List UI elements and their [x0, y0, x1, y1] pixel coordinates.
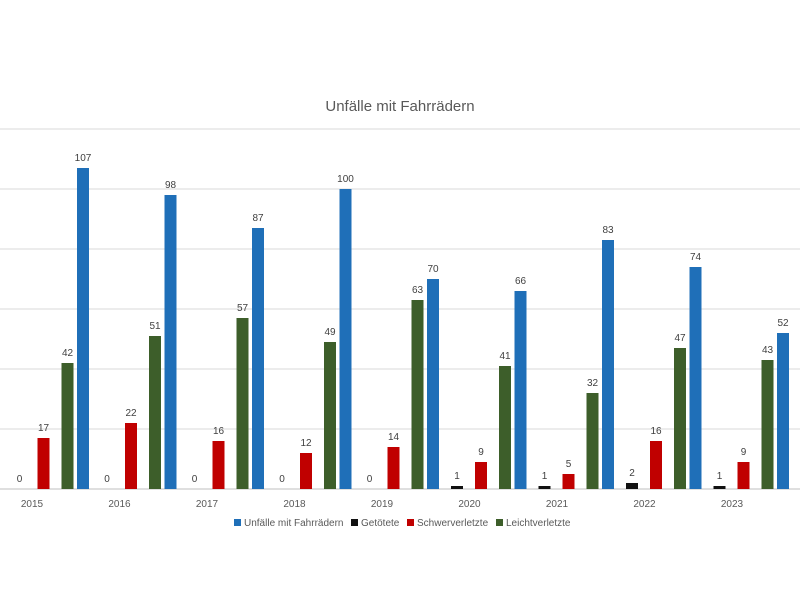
bar-leichtverletzte-2016 — [149, 336, 161, 489]
data-label: 22 — [125, 408, 137, 419]
data-label: 74 — [690, 252, 702, 263]
x-tick-label: 2017 — [196, 499, 219, 510]
data-label: 0 — [104, 474, 110, 485]
legend-swatch — [407, 519, 414, 526]
data-label: 66 — [515, 276, 527, 287]
bar-get-tete-2021 — [538, 486, 551, 489]
bar-unf-lle-mit-fahrr-dern-2019 — [339, 189, 352, 489]
x-tick-label: 2019 — [371, 499, 394, 510]
legend-swatch — [234, 519, 241, 526]
x-tick-label: 2020 — [458, 499, 481, 510]
bar-schwerverletzte-2019 — [387, 447, 400, 489]
bar-leichtverletzte-2020 — [499, 366, 511, 489]
chart-title: Unfälle mit Fahrrädern — [325, 98, 474, 115]
bar-leichtverletzte-2019 — [411, 300, 424, 489]
bar-unf-lle-mit-fahrr-dern-2021 — [514, 291, 527, 489]
bar-unf-lle-mit-fahrr-dern-2023 — [689, 267, 702, 489]
bar-schwerverletzte-2016 — [125, 423, 137, 489]
data-label: 14 — [388, 432, 400, 443]
bar-leichtverletzte-2022 — [674, 348, 686, 489]
data-label: 16 — [213, 426, 225, 437]
data-label: 16 — [650, 426, 662, 437]
data-label: 87 — [252, 213, 264, 224]
data-label: 51 — [149, 321, 161, 332]
bar-leichtverletzte-2018 — [324, 342, 336, 489]
data-label: 17 — [38, 423, 50, 434]
bar-get-tete-2020 — [451, 486, 463, 489]
bar-schwerverletzte-2020 — [475, 462, 487, 489]
data-label: 107 — [75, 153, 92, 164]
data-label: 0 — [367, 474, 373, 485]
legend-label: Getötete — [361, 518, 400, 529]
data-label: 0 — [17, 474, 23, 485]
data-label: 0 — [279, 474, 285, 485]
bar-leichtverletzte-2015 — [61, 363, 74, 489]
data-label: 83 — [602, 225, 614, 236]
x-tick-label: 2022 — [633, 499, 656, 510]
bar-schwerverletzte-2017 — [212, 441, 225, 489]
bar-unf-lle-mit-fahrr-dern-2024 — [777, 333, 789, 489]
data-label: 5 — [566, 459, 572, 470]
legend-label: Unfälle mit Fahrrädern — [244, 518, 343, 529]
x-tick-labels-group: 2015201620172018201920202021202220232 — [21, 499, 744, 510]
x-tick-label: 2023 — [721, 499, 744, 510]
data-label: 1 — [454, 471, 460, 482]
bar-get-tete-2023 — [713, 486, 726, 489]
data-label: 47 — [674, 333, 686, 344]
data-label: 63 — [412, 285, 424, 296]
data-labels-group: 0174210702251980165787012491000146370194… — [17, 153, 789, 485]
bar-schwerverletzte-2023 — [737, 462, 750, 489]
bar-unf-lle-mit-fahrr-dern-2018 — [252, 228, 264, 489]
data-label: 100 — [337, 174, 354, 185]
bar-leichtverletzte-2021 — [586, 393, 599, 489]
legend-swatch — [351, 519, 358, 526]
data-label: 43 — [762, 345, 774, 356]
bar-get-tete-2022 — [626, 483, 638, 489]
data-label: 49 — [324, 327, 336, 338]
bar-schwerverletzte-2015 — [37, 438, 50, 489]
bar-unf-lle-mit-fahrr-dern-2017 — [164, 195, 177, 489]
x-tick-label: 2015 — [21, 499, 44, 510]
bar-unf-lle-mit-fahrr-dern-2016 — [77, 168, 89, 489]
x-tick-label: 2021 — [546, 499, 569, 510]
data-label: 0 — [192, 474, 198, 485]
data-label: 57 — [237, 303, 249, 314]
data-label: 98 — [165, 180, 177, 191]
data-label: 42 — [62, 348, 74, 359]
data-label: 70 — [427, 264, 439, 275]
data-label: 9 — [741, 447, 747, 458]
data-label: 1 — [717, 471, 723, 482]
bar-leichtverletzte-2023 — [761, 360, 774, 489]
data-label: 41 — [499, 351, 511, 362]
bar-unf-lle-mit-fahrr-dern-2020 — [427, 279, 439, 489]
bars-group — [37, 168, 789, 489]
bar-schwerverletzte-2022 — [650, 441, 662, 489]
x-tick-label: 2018 — [283, 499, 306, 510]
bar-leichtverletzte-2017 — [236, 318, 249, 489]
legend: Unfälle mit Fahrrädern Getötete Schwerverl… — [234, 518, 571, 529]
data-label: 32 — [587, 378, 599, 389]
data-label: 1 — [542, 471, 548, 482]
legend-swatch — [496, 519, 503, 526]
legend-label: Leichtverletzte — [506, 518, 571, 529]
x-tick-label: 2016 — [108, 499, 131, 510]
data-label: 2 — [629, 468, 635, 479]
data-label: 12 — [300, 438, 312, 449]
data-label: 9 — [478, 447, 484, 458]
gridlines — [0, 128, 800, 430]
bar-schwerverletzte-2018 — [300, 453, 312, 489]
bar-schwerverletzte-2021 — [562, 474, 575, 489]
bar-unf-lle-mit-fahrr-dern-2022 — [602, 240, 614, 489]
data-label: 52 — [777, 318, 789, 329]
legend-label: Schwerverletzte — [417, 518, 489, 529]
